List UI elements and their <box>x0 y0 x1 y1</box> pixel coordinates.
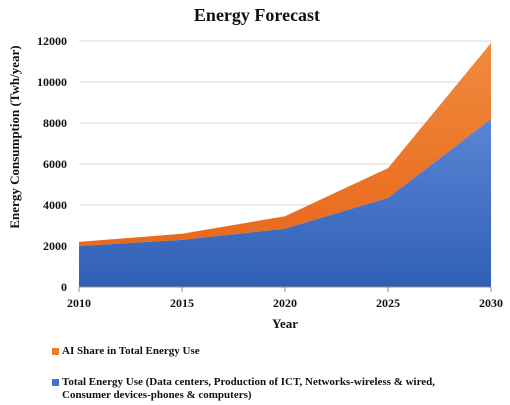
legend-item-ai-share: AI Share in Total Energy Use <box>52 345 462 358</box>
area-series-total-energy <box>79 118 491 288</box>
y-tick-label: 4000 <box>43 198 67 212</box>
y-tick-label: 8000 <box>43 116 67 130</box>
legend-label-total-energy: Total Energy Use (Data centers, Producti… <box>62 376 436 401</box>
x-tick-label: 2020 <box>273 296 297 310</box>
y-tick-label: 12000 <box>37 34 67 48</box>
area-series-ai-share <box>79 43 491 246</box>
y-tick-label: 0 <box>61 280 67 294</box>
y-tick-label: 10000 <box>37 75 67 89</box>
legend-swatch-ai-share <box>52 348 59 355</box>
x-tick-label: 2010 <box>67 296 91 310</box>
x-tick-label: 2025 <box>376 296 400 310</box>
legend-label-ai-share: AI Share in Total Energy Use <box>62 345 200 357</box>
y-axis-label: Energy Consumption (Twh/year) <box>7 45 22 228</box>
x-axis-label: Year <box>272 316 298 331</box>
legend-swatch-total-energy <box>52 379 59 386</box>
x-tick-label: 2030 <box>479 296 503 310</box>
x-tick-label: 2015 <box>170 296 194 310</box>
legend-item-total-energy: Total Energy Use (Data centers, Producti… <box>52 376 462 402</box>
y-tick-label: 6000 <box>43 157 67 171</box>
y-tick-label: 2000 <box>43 239 67 253</box>
chart-title: Energy Forecast <box>194 5 320 25</box>
